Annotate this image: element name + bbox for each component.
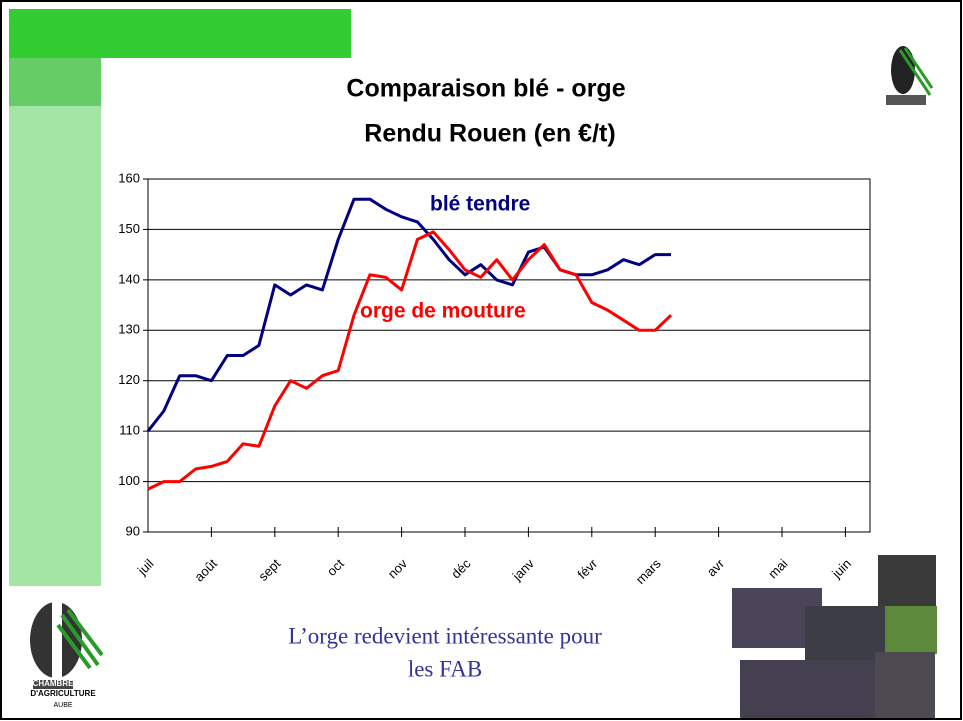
deco [9, 106, 101, 586]
chart-title: Rendu Rouen (en €/t) [364, 120, 615, 148]
series-label: blé tendre [430, 193, 530, 216]
y-tick-label: 90 [126, 523, 140, 538]
series-line [146, 197, 671, 433]
y-tick-label: 130 [118, 322, 140, 337]
caption: les FAB [408, 656, 482, 681]
deco [9, 58, 101, 106]
y-tick-label: 140 [118, 271, 140, 286]
logo-top [886, 46, 934, 105]
logo-bottom [30, 600, 104, 689]
photos [732, 555, 937, 718]
y-tick-label: 160 [118, 170, 140, 185]
series-line [147, 230, 673, 491]
y-tick-label: 150 [118, 221, 140, 236]
series-label: orge de mouture [360, 300, 526, 323]
deco [9, 9, 351, 58]
chart-title: Comparaison blé - orge [346, 75, 625, 103]
caption: L’orge redevient intéressante pour [288, 623, 602, 648]
logo-text: CHAMBRE [33, 679, 75, 688]
logo-text: AUBE [53, 702, 72, 709]
logo-text: D'AGRICULTURE [30, 689, 96, 698]
y-tick-label: 120 [118, 372, 140, 387]
y-tick-label: 100 [118, 473, 140, 488]
y-tick-label: 110 [119, 423, 140, 438]
